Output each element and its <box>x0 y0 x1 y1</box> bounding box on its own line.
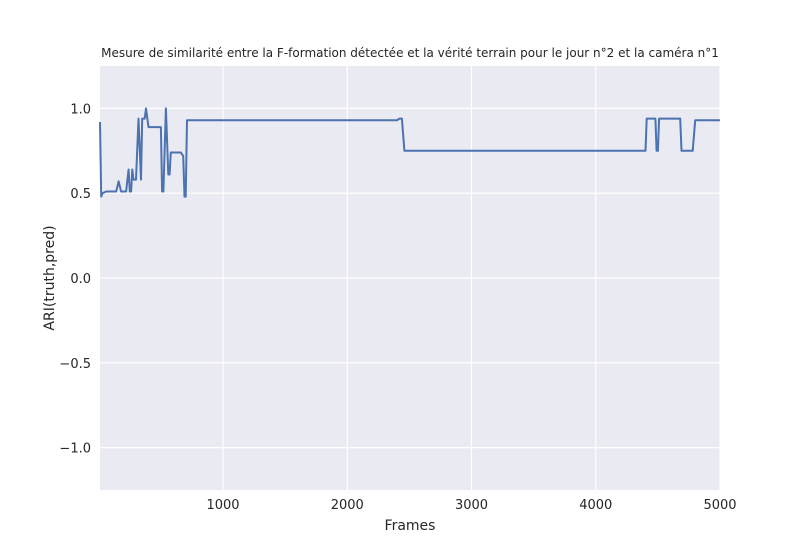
x-tick-label: 5000 <box>703 498 736 513</box>
y-axis-label: ARI(truth,pred) <box>42 225 58 330</box>
y-tick-label: −1.0 <box>59 442 91 457</box>
y-tick-label: 0.5 <box>70 187 91 202</box>
x-tick-label: 2000 <box>331 498 364 513</box>
x-tick-label: 3000 <box>455 498 488 513</box>
y-tick-label: 1.0 <box>70 102 91 117</box>
grid <box>100 66 721 490</box>
series-layer <box>99 107 720 198</box>
chart-title: Mesure de similarité entre la F-formatio… <box>101 46 719 60</box>
y-tick-label: −0.5 <box>59 357 91 372</box>
series-line <box>99 107 720 198</box>
ticks: 1000 2000 3000 4000 5000 1.0 0.5 0.0 −0.5 −1.0 <box>59 102 736 513</box>
x-axis-label: Frames <box>385 518 436 534</box>
x-tick-label: 1000 <box>206 498 239 513</box>
x-tick-label: 4000 <box>579 498 612 513</box>
y-tick-label: 0.0 <box>70 272 91 287</box>
